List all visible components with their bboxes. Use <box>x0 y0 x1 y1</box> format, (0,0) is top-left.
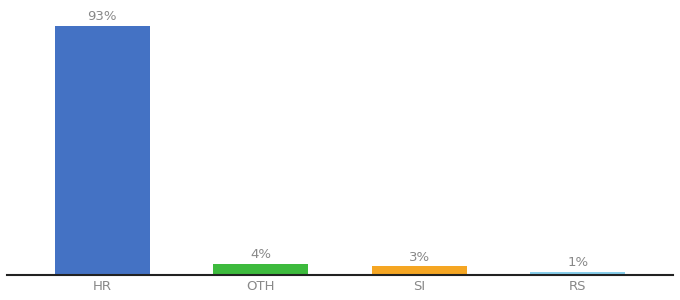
Bar <box>213 264 308 274</box>
Bar <box>530 272 626 274</box>
Text: 93%: 93% <box>87 10 117 23</box>
Text: 3%: 3% <box>409 251 430 264</box>
Text: 4%: 4% <box>250 248 271 261</box>
Bar <box>372 266 467 274</box>
Bar <box>54 26 150 274</box>
Text: 1%: 1% <box>567 256 588 269</box>
